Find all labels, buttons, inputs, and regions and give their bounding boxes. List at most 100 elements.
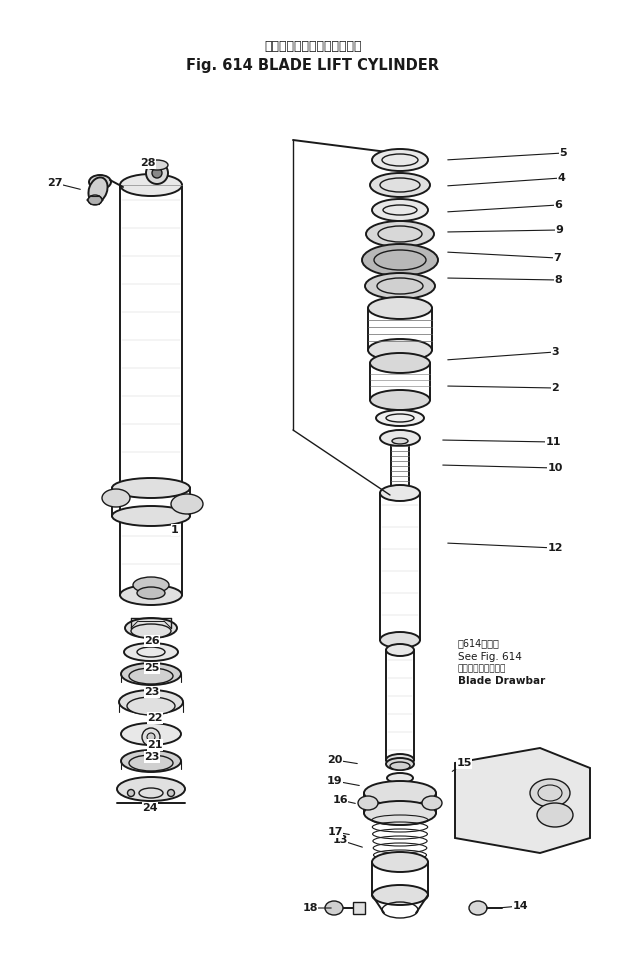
Text: 13: 13 xyxy=(332,835,347,845)
Ellipse shape xyxy=(127,697,175,715)
Ellipse shape xyxy=(372,885,428,905)
Text: 21: 21 xyxy=(147,740,163,750)
Text: 8: 8 xyxy=(554,275,562,285)
Ellipse shape xyxy=(374,250,426,270)
Ellipse shape xyxy=(112,478,190,498)
Ellipse shape xyxy=(120,585,182,605)
Ellipse shape xyxy=(386,414,414,422)
Ellipse shape xyxy=(171,494,203,514)
Text: 23: 23 xyxy=(145,687,160,697)
Ellipse shape xyxy=(372,852,428,872)
Text: 12: 12 xyxy=(547,543,563,553)
Ellipse shape xyxy=(537,803,573,827)
Text: 3: 3 xyxy=(551,347,559,357)
Circle shape xyxy=(152,168,162,178)
Text: 27: 27 xyxy=(47,178,63,188)
Ellipse shape xyxy=(133,577,169,593)
Ellipse shape xyxy=(88,195,102,205)
Text: 16: 16 xyxy=(332,795,348,805)
Ellipse shape xyxy=(131,624,171,638)
Text: 4: 4 xyxy=(557,173,565,183)
Ellipse shape xyxy=(386,644,414,656)
Text: See Fig. 614: See Fig. 614 xyxy=(458,652,522,662)
Ellipse shape xyxy=(390,762,410,770)
Ellipse shape xyxy=(325,901,343,915)
Ellipse shape xyxy=(368,297,432,319)
Ellipse shape xyxy=(370,173,430,197)
Ellipse shape xyxy=(137,647,165,657)
Ellipse shape xyxy=(370,390,430,410)
Text: 11: 11 xyxy=(545,437,561,447)
Ellipse shape xyxy=(139,788,163,798)
Circle shape xyxy=(146,162,168,184)
Ellipse shape xyxy=(380,430,420,446)
Text: 18: 18 xyxy=(302,903,318,913)
Ellipse shape xyxy=(364,801,436,825)
Ellipse shape xyxy=(386,758,414,770)
Ellipse shape xyxy=(380,178,420,192)
Ellipse shape xyxy=(372,199,428,221)
Ellipse shape xyxy=(88,178,108,203)
Ellipse shape xyxy=(383,205,417,215)
Ellipse shape xyxy=(377,278,423,294)
Ellipse shape xyxy=(368,339,432,361)
Polygon shape xyxy=(455,748,590,853)
Ellipse shape xyxy=(117,777,185,801)
Circle shape xyxy=(147,733,155,741)
Ellipse shape xyxy=(124,643,178,661)
Text: 24: 24 xyxy=(142,803,158,813)
Text: ブレード　ドローバ: ブレード ドローバ xyxy=(458,664,506,673)
Bar xyxy=(353,902,365,914)
Text: 20: 20 xyxy=(327,755,342,765)
Text: 14: 14 xyxy=(512,901,528,911)
Text: 23: 23 xyxy=(145,752,160,762)
Text: 25: 25 xyxy=(145,663,160,673)
Text: 10: 10 xyxy=(547,463,563,473)
Ellipse shape xyxy=(376,410,424,426)
Ellipse shape xyxy=(112,506,190,526)
Ellipse shape xyxy=(89,175,111,189)
Ellipse shape xyxy=(121,663,181,685)
Ellipse shape xyxy=(372,149,428,171)
Text: 1: 1 xyxy=(171,525,179,535)
Ellipse shape xyxy=(382,154,418,166)
Ellipse shape xyxy=(530,779,570,807)
Circle shape xyxy=(168,789,175,797)
Circle shape xyxy=(142,728,160,746)
Ellipse shape xyxy=(102,489,130,507)
Text: 28: 28 xyxy=(140,158,156,168)
Ellipse shape xyxy=(121,723,181,745)
Ellipse shape xyxy=(125,618,177,638)
Ellipse shape xyxy=(146,160,168,170)
Text: 26: 26 xyxy=(144,636,160,646)
Ellipse shape xyxy=(378,226,422,242)
Text: ブレード　リフト　シリンダ: ブレード リフト シリンダ xyxy=(264,40,362,53)
Text: 17: 17 xyxy=(327,827,343,837)
Ellipse shape xyxy=(365,273,435,299)
Ellipse shape xyxy=(120,174,182,196)
Text: 15: 15 xyxy=(456,758,471,768)
Ellipse shape xyxy=(422,796,442,810)
Ellipse shape xyxy=(362,244,438,276)
Ellipse shape xyxy=(358,796,378,810)
Ellipse shape xyxy=(366,221,434,247)
Ellipse shape xyxy=(380,632,420,648)
Ellipse shape xyxy=(119,690,183,714)
Text: Fig. 614 BLADE LIFT CYLINDER: Fig. 614 BLADE LIFT CYLINDER xyxy=(187,58,439,73)
Ellipse shape xyxy=(386,754,414,766)
Ellipse shape xyxy=(121,750,181,772)
Ellipse shape xyxy=(129,668,173,684)
Text: Blade Drawbar: Blade Drawbar xyxy=(458,676,545,686)
Text: 7: 7 xyxy=(553,253,561,263)
Text: 5: 5 xyxy=(559,148,567,158)
Ellipse shape xyxy=(380,485,420,501)
Text: 2: 2 xyxy=(551,383,559,393)
Ellipse shape xyxy=(387,773,413,783)
Text: 6: 6 xyxy=(554,200,562,210)
Ellipse shape xyxy=(137,587,165,599)
Text: 22: 22 xyxy=(147,713,163,723)
Ellipse shape xyxy=(364,781,436,805)
Circle shape xyxy=(128,789,135,797)
Ellipse shape xyxy=(469,901,487,915)
Ellipse shape xyxy=(370,353,430,373)
